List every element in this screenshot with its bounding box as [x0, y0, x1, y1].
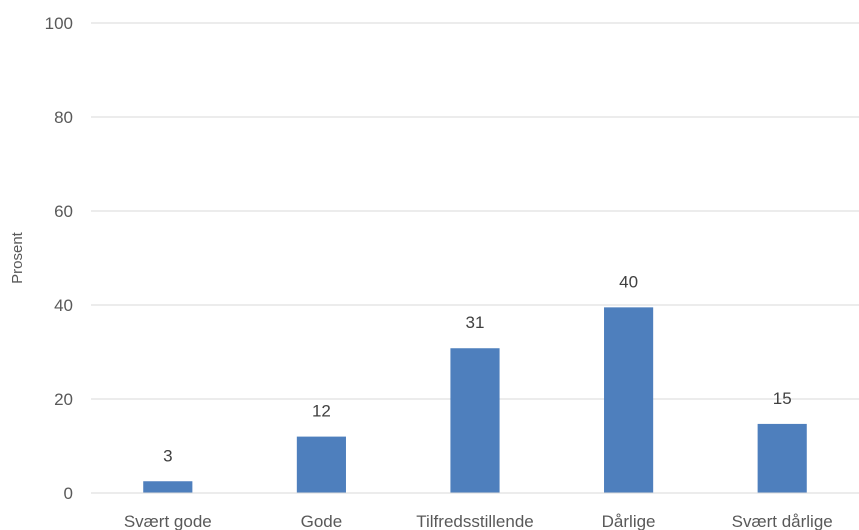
- data-label: 31: [466, 313, 485, 332]
- data-label: 15: [773, 389, 792, 408]
- bar: [604, 307, 654, 493]
- data-labels: 3 12 31 40 15: [163, 272, 792, 465]
- x-tick-label: Svært gode: [124, 512, 212, 530]
- bar: [296, 436, 346, 493]
- y-tick-label: 20: [54, 390, 73, 409]
- y-tick-label: 100: [45, 14, 73, 33]
- data-label: 3: [163, 446, 172, 465]
- y-tick-label: 60: [54, 202, 73, 221]
- x-tick-label: Svært dårlige: [732, 512, 833, 530]
- gridlines: [91, 22, 859, 400]
- data-label: 12: [312, 402, 331, 421]
- y-axis-title: Prosent: [9, 231, 26, 284]
- y-tick-label: 80: [54, 108, 73, 127]
- bar: [143, 481, 193, 493]
- x-tick-label: Dårlige: [602, 512, 656, 530]
- x-axis-ticks: Svært gode Gode Tilfredsstillende Dårlige Sv…: [124, 512, 833, 530]
- bar: [757, 423, 807, 493]
- bar: [450, 348, 500, 493]
- data-label: 40: [619, 272, 638, 291]
- y-tick-label: 40: [54, 296, 73, 315]
- x-tick-label: Tilfredsstillende: [416, 512, 533, 530]
- x-tick-label: Gode: [301, 512, 343, 530]
- y-axis-ticks: 0 20 40 60 80 100: [45, 14, 73, 503]
- bars: [143, 307, 807, 493]
- y-tick-label: 0: [64, 484, 73, 503]
